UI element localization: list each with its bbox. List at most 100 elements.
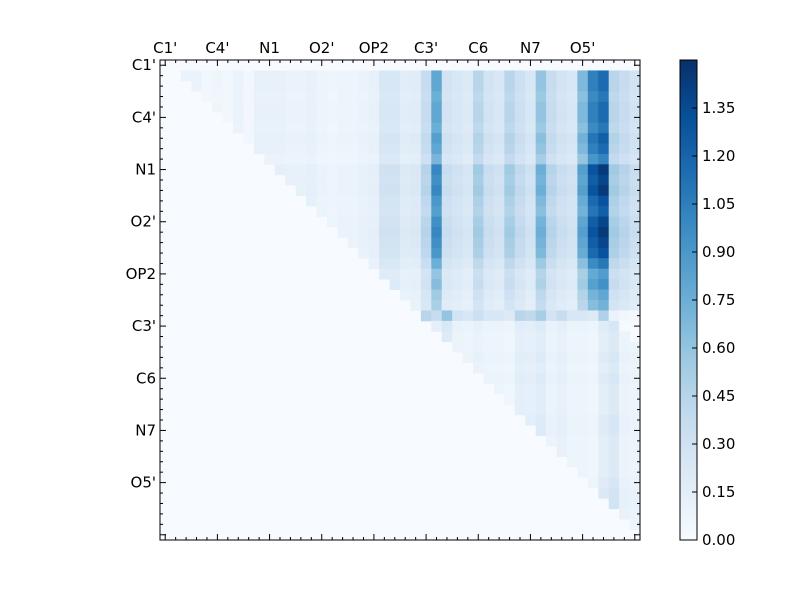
heatmap-cell xyxy=(400,247,411,259)
heatmap-cell xyxy=(629,247,641,259)
heatmap-cell xyxy=(410,185,422,197)
heatmap-cell xyxy=(420,185,432,197)
heatmap-cell xyxy=(577,393,589,405)
heatmap-cell xyxy=(379,258,390,270)
heatmap-cell xyxy=(619,216,630,228)
heatmap-cell xyxy=(546,101,557,113)
heatmap-cell xyxy=(368,112,380,124)
y-tick-label: C3' xyxy=(132,317,156,335)
heatmap-cell xyxy=(452,91,464,103)
heatmap-cell xyxy=(535,185,547,197)
heatmap-cell xyxy=(233,101,244,113)
heatmap-cell xyxy=(441,195,453,207)
heatmap-cell xyxy=(462,279,474,290)
heatmap-cell xyxy=(462,91,474,103)
heatmap-cell xyxy=(598,279,610,290)
heatmap-cell xyxy=(285,91,297,103)
heatmap-cell xyxy=(441,91,453,103)
heatmap-cell xyxy=(546,352,557,364)
heatmap-cell xyxy=(587,393,599,405)
heatmap-cell xyxy=(326,70,338,82)
heatmap-cell xyxy=(493,352,505,364)
heatmap-cell xyxy=(566,393,578,405)
heatmap-cell xyxy=(483,247,495,259)
x-tick-label: N7 xyxy=(520,39,541,57)
heatmap-cell xyxy=(389,91,401,103)
heatmap-cell xyxy=(473,91,484,103)
heatmap-cell xyxy=(493,362,505,374)
heatmap-cell xyxy=(410,237,422,249)
heatmap-cell xyxy=(619,268,630,280)
heatmap-cell xyxy=(358,112,370,124)
heatmap-cell xyxy=(535,226,547,238)
heatmap-cell xyxy=(629,226,641,238)
heatmap-cell xyxy=(556,393,568,405)
heatmap-cell xyxy=(629,446,641,457)
heatmap-cell xyxy=(619,508,630,520)
heatmap-cell xyxy=(358,226,370,238)
heatmap-cell xyxy=(504,320,516,332)
heatmap-cell xyxy=(535,320,547,332)
heatmap-cell xyxy=(285,122,297,134)
heatmap-cell xyxy=(389,122,401,134)
heatmap-cell xyxy=(473,80,484,92)
heatmap-cell xyxy=(608,487,620,499)
heatmap-cell xyxy=(452,300,464,311)
heatmap-cell xyxy=(431,289,443,301)
heatmap-cell xyxy=(566,185,578,197)
heatmap-cell xyxy=(619,414,630,426)
heatmap-cell xyxy=(535,80,547,92)
heatmap-cell xyxy=(452,320,464,332)
heatmap-cell xyxy=(431,80,443,92)
heatmap-cell xyxy=(285,143,297,155)
heatmap-cell xyxy=(493,268,505,280)
heatmap-cell xyxy=(546,133,557,144)
heatmap-cell xyxy=(619,143,630,155)
heatmap-cell xyxy=(608,435,620,447)
heatmap-cell xyxy=(504,112,516,124)
heatmap-cell xyxy=(514,352,526,364)
heatmap-cell xyxy=(400,122,411,134)
heatmap-cell xyxy=(514,258,526,270)
heatmap-cell xyxy=(473,133,484,144)
heatmap-cell xyxy=(577,300,589,311)
heatmap-cell xyxy=(504,133,516,144)
heatmap-cell xyxy=(608,185,620,197)
heatmap-cell xyxy=(598,446,610,457)
heatmap-cell xyxy=(504,341,516,353)
heatmap-cell xyxy=(608,425,620,437)
heatmap-cell xyxy=(535,133,547,144)
heatmap-cell xyxy=(556,362,568,374)
heatmap-cell xyxy=(326,143,338,155)
heatmap-cell xyxy=(598,320,610,332)
heatmap-cell xyxy=(619,393,630,405)
heatmap-cell xyxy=(253,143,265,155)
heatmap-cell xyxy=(577,216,589,228)
heatmap-cell xyxy=(598,216,610,228)
heatmap-cell xyxy=(441,331,453,343)
heatmap-cell xyxy=(452,206,464,217)
heatmap-cell xyxy=(389,279,401,290)
heatmap-cell xyxy=(577,70,589,82)
heatmap-cell xyxy=(295,91,307,103)
heatmap-cell xyxy=(368,216,380,228)
heatmap-cell xyxy=(358,195,370,207)
heatmap-cell xyxy=(556,216,568,228)
heatmap-cell xyxy=(587,383,599,395)
heatmap-cell xyxy=(410,122,422,134)
heatmap-cell xyxy=(546,143,557,155)
heatmap-cell xyxy=(535,331,547,343)
heatmap-cell xyxy=(629,80,641,92)
heatmap-cell xyxy=(462,320,474,332)
heatmap-cell xyxy=(577,320,589,332)
heatmap-cell xyxy=(493,320,505,332)
heatmap-cell xyxy=(337,122,349,134)
heatmap-cell xyxy=(431,247,443,259)
heatmap-cell xyxy=(285,80,297,92)
heatmap-cell xyxy=(483,195,495,207)
heatmap-cell xyxy=(389,247,401,259)
heatmap-cell xyxy=(546,206,557,217)
heatmap-cell xyxy=(379,133,390,144)
heatmap-cell xyxy=(295,80,307,92)
heatmap-cell xyxy=(629,435,641,447)
